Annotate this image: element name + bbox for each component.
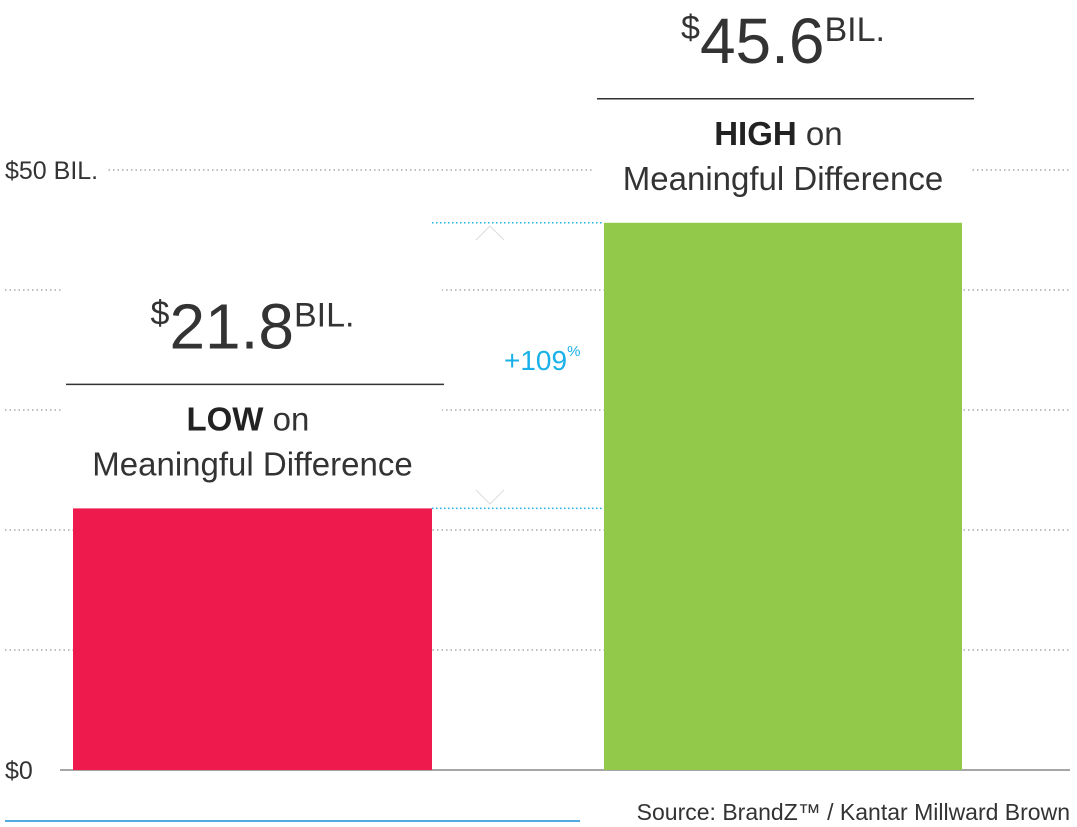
tick-label-backdrop <box>3 157 107 185</box>
annotation: +109% <box>504 343 580 376</box>
label-backdrop <box>61 283 442 509</box>
category-label: HIGH on Meaningful Difference <box>623 115 943 197</box>
category-label: LOW on Meaningful Difference <box>92 400 412 482</box>
y-tick-label: $50 BIL. <box>5 157 98 185</box>
label-backdrop <box>592 0 972 223</box>
chevron <box>475 225 505 241</box>
bar <box>604 222 962 771</box>
source: Source: BrandZ™ / Kantar Millward Brown <box>637 799 1070 825</box>
value-label: $21.8BIL. <box>151 290 355 362</box>
value-label: $45.6BIL. <box>681 5 885 77</box>
y-tick-label: $0 <box>5 757 33 785</box>
tick-label-backdrop <box>3 757 41 785</box>
chevron <box>475 489 505 505</box>
bar <box>73 508 432 770</box>
